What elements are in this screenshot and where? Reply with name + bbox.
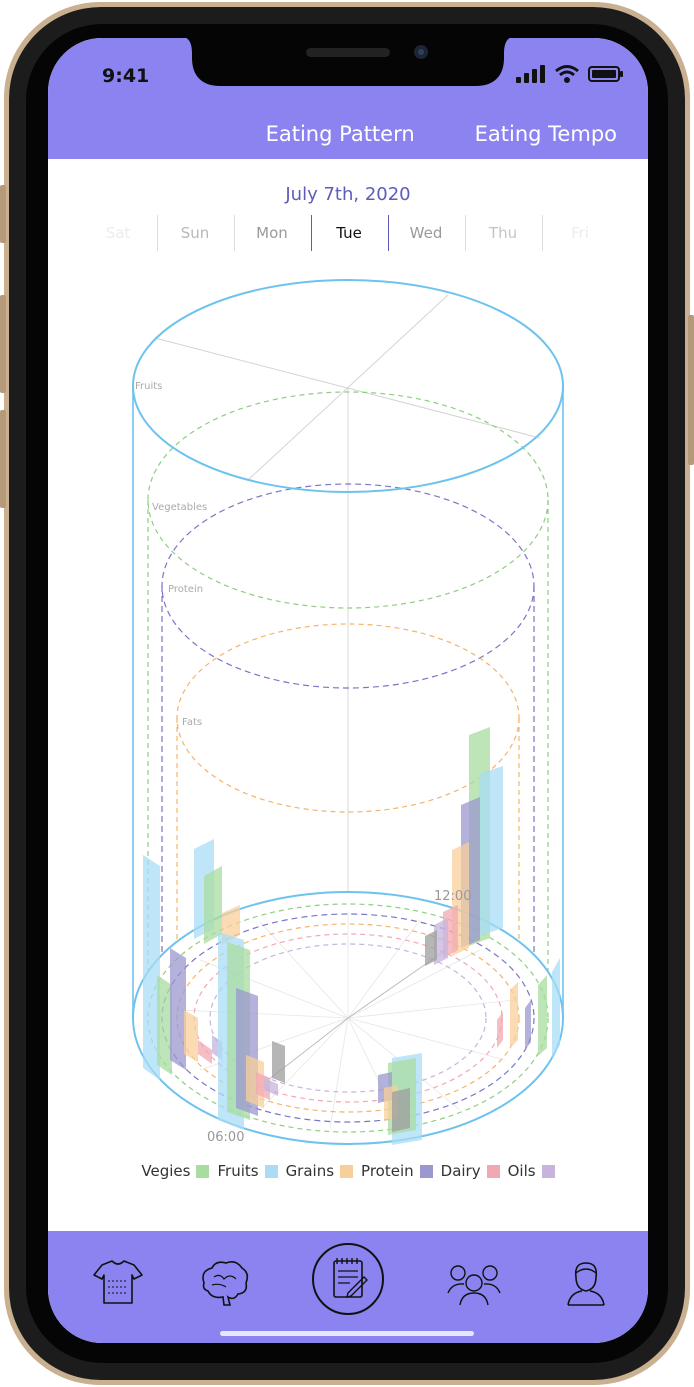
group-icon[interactable] [444,1251,504,1311]
legend-item-vegies: Vegies [141,1162,210,1180]
time-label-morning: 06:00 [207,1130,244,1145]
day-sat[interactable]: Sat [105,224,131,242]
legend-item-protein: Protein [361,1162,433,1180]
legend-swatch [340,1164,354,1178]
tab-eating-pattern[interactable]: Eating Pattern [265,122,415,146]
ring-label-fruits: Fruits [135,381,162,392]
header-band: 9:41 [48,38,648,159]
legend-item-grains: Grains [286,1162,354,1180]
food-legend: Vegies Fruits Grains Protein Dairy Oils [48,1162,648,1180]
day-divider [465,215,466,251]
status-icons [516,62,624,86]
legend-swatch [264,1164,278,1178]
top-axis-line [247,294,449,481]
meal-bars-right [425,727,560,1058]
app-screen: 9:41 [48,38,648,1343]
selected-day-divider [311,215,312,251]
day-thu[interactable]: Thu [488,224,518,242]
signal-icon [516,65,545,83]
legend-swatch [419,1164,433,1178]
legend-item-dairy: Dairy [441,1162,500,1180]
ring-protein [161,483,535,1020]
wifi-icon [555,65,579,83]
day-tue-selected[interactable]: Tue [336,224,362,242]
date-label: July 7th, 2020 [285,184,411,205]
day-mon[interactable]: Mon [256,224,288,242]
tab-eating-tempo[interactable]: Eating Tempo [474,122,617,146]
day-divider [542,215,543,251]
bottom-tab-bar [48,1231,648,1343]
day-divider [157,215,158,251]
day-divider [234,215,235,251]
ring-label-vegetables: Vegetables [152,502,207,513]
legend-swatch [541,1164,555,1178]
time-label-noon: 12:00 [434,889,471,904]
day-sun[interactable]: Sun [180,224,210,242]
meal-bars-bottom [378,1053,422,1145]
person-icon[interactable] [556,1251,616,1311]
notepad-icon[interactable] [310,1241,386,1317]
ring-label-fats: Fats [182,717,202,728]
clothing-icon[interactable] [88,1251,148,1311]
top-nav: Eating Pattern Eating Tempo [266,122,617,146]
ring-fruits [132,279,564,1018]
legend-swatch [486,1164,500,1178]
ring-fats [176,623,520,1020]
day-fri[interactable]: Fri [571,224,589,242]
brain-icon[interactable] [194,1251,254,1311]
camera-notch [186,38,510,86]
status-time: 9:41 [102,65,150,87]
legend-item-oils: Oils [508,1162,555,1180]
meal-bars-left [143,839,285,1130]
legend-swatch [196,1164,210,1178]
day-selector: Sat Sun Mon Tue Wed Thu Fri [80,215,616,251]
legend-item-fruits: Fruits [217,1162,278,1180]
home-indicator[interactable] [220,1331,474,1336]
eating-pattern-cylinder-chart: Fruits Vegetables Protein Fats 12:00 06:… [132,279,564,1145]
day-wed[interactable]: Wed [409,224,443,242]
ring-label-protein: Protein [168,584,203,595]
selected-day-divider [388,215,389,251]
battery-icon [588,66,623,82]
